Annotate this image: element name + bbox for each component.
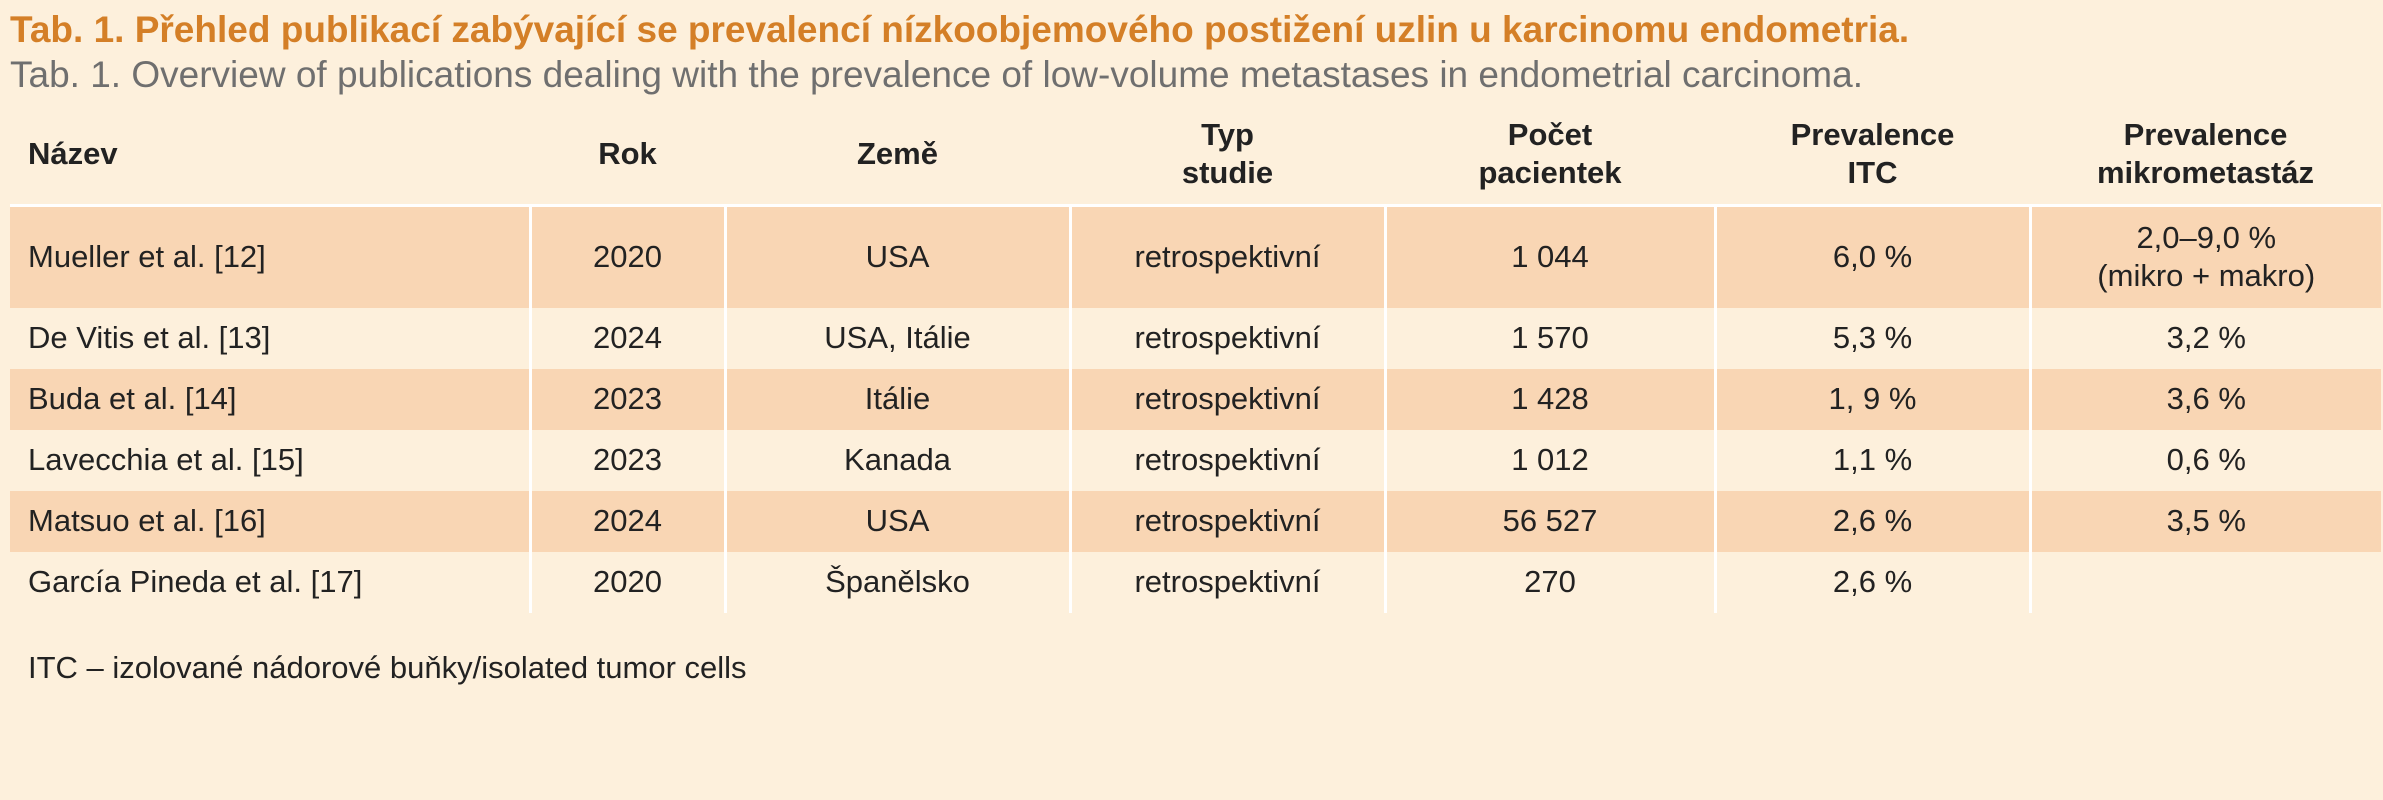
cell-name: Matsuo et al. [16] xyxy=(10,490,532,552)
table-title-english: Tab. 1. Overview of publications dealing… xyxy=(10,54,1863,95)
cell-itc: 2,6 % xyxy=(1713,551,2032,613)
cell-name: Mueller et al. [12] xyxy=(10,205,532,308)
cell-patient-count: 56 527 xyxy=(1383,490,1717,552)
cell-study-type: retrospektivní xyxy=(1068,205,1387,308)
table-row: Buda et al. [14] 2023 Itálie retrospekti… xyxy=(10,368,2381,430)
cell-country: Španělsko xyxy=(723,551,1072,613)
cell-year: 2024 xyxy=(528,490,727,552)
cell-patient-count: 1 044 xyxy=(1383,205,1717,308)
header-micro-line2: mikrometastáz xyxy=(2096,155,2315,190)
header-patient-count-line1: Počet xyxy=(1507,117,1593,152)
header-itc-prevalence: Prevalence ITC xyxy=(1715,102,2030,206)
cell-study-type: retrospektivní xyxy=(1068,307,1387,369)
table-row: Lavecchia et al. [15] 2023 Kanada retros… xyxy=(10,429,2381,491)
cell-year: 2020 xyxy=(528,205,727,308)
cell-study-type: retrospektivní xyxy=(1068,490,1387,552)
cell-itc: 1,1 % xyxy=(1713,429,2032,491)
table-row: Matsuo et al. [16] 2024 USA retrospektiv… xyxy=(10,490,2381,552)
cell-micro-line1: 2,0–9,0 % xyxy=(2136,220,2277,256)
header-patient-count: Počet pacientek xyxy=(1385,102,1715,206)
table-row: García Pineda et al. [17] 2020 Španělsko… xyxy=(10,551,2381,613)
table-row: Mueller et al. [12] 2020 USA retrospekti… xyxy=(10,205,2381,308)
cell-name: De Vitis et al. [13] xyxy=(10,307,532,369)
cell-itc: 1, 9 % xyxy=(1713,368,2032,430)
header-itc-line1: Prevalence xyxy=(1790,117,1955,152)
cell-name: Lavecchia et al. [15] xyxy=(10,429,532,491)
table-row: De Vitis et al. [13] 2024 USA, Itálie re… xyxy=(10,307,2381,369)
publications-table: Název Rok Země Typ studie Počet paciente… xyxy=(10,102,2381,613)
cell-patient-count: 1 570 xyxy=(1383,307,1717,369)
cell-year: 2024 xyxy=(528,307,727,369)
header-micro-line1: Prevalence xyxy=(2123,117,2288,152)
table-title-czech: Tab. 1. Přehled publikací zabývající se … xyxy=(10,9,1910,50)
header-study-type-line2: studie xyxy=(1181,155,1274,190)
header-study-type-line1: Typ xyxy=(1201,117,1254,152)
cell-patient-count: 1 012 xyxy=(1383,429,1717,491)
header-year: Rok xyxy=(598,136,657,171)
cell-country: Kanada xyxy=(723,429,1072,491)
cell-itc: 6,0 % xyxy=(1713,205,2032,308)
cell-country: USA xyxy=(723,490,1072,552)
cell-micro: 3,6 % xyxy=(2028,368,2381,430)
table-header-row: Název Rok Země Typ studie Počet paciente… xyxy=(10,102,2381,206)
cell-country: USA xyxy=(723,205,1072,308)
cell-year: 2023 xyxy=(528,368,727,430)
cell-year: 2023 xyxy=(528,429,727,491)
header-name: Název xyxy=(28,136,118,171)
cell-study-type: retrospektivní xyxy=(1068,551,1387,613)
cell-micro-line2: (mikro + makro) xyxy=(2097,258,2316,294)
cell-itc: 5,3 % xyxy=(1713,307,2032,369)
cell-name: García Pineda et al. [17] xyxy=(10,551,532,613)
header-country: Země xyxy=(857,136,938,171)
cell-micro xyxy=(2028,551,2381,613)
cell-country: USA, Itálie xyxy=(723,307,1072,369)
cell-patient-count: 1 428 xyxy=(1383,368,1717,430)
header-patient-count-line2: pacientek xyxy=(1478,155,1622,190)
header-study-type: Typ studie xyxy=(1070,102,1385,206)
cell-micro: 3,2 % xyxy=(2028,307,2381,369)
header-itc-line2: ITC xyxy=(1847,155,1898,190)
table-footnote: ITC – izolované nádorové buňky/isolated … xyxy=(28,649,747,685)
cell-study-type: retrospektivní xyxy=(1068,429,1387,491)
cell-study-type: retrospektivní xyxy=(1068,368,1387,430)
cell-micro: 2,0–9,0 % (mikro + makro) xyxy=(2028,205,2381,308)
cell-year: 2020 xyxy=(528,551,727,613)
cell-country: Itálie xyxy=(723,368,1072,430)
cell-patient-count: 270 xyxy=(1383,551,1717,613)
header-micrometastasis-prevalence: Prevalence mikrometastáz xyxy=(2030,102,2381,206)
cell-itc: 2,6 % xyxy=(1713,490,2032,552)
cell-micro: 3,5 % xyxy=(2028,490,2381,552)
cell-micro: 0,6 % xyxy=(2028,429,2381,491)
cell-name: Buda et al. [14] xyxy=(10,368,532,430)
